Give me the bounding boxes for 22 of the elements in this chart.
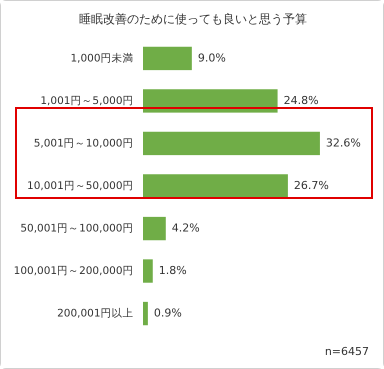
text: n=6457	[324, 345, 369, 358]
bar	[143, 46, 192, 70]
data-label: 1.8%	[158, 264, 187, 278]
y-tick-label: 1,001円～5,000円	[40, 94, 134, 107]
bar	[143, 132, 320, 156]
bar	[143, 216, 166, 240]
y-tick-label: 10,001円～50,000円	[27, 180, 134, 192]
y-tick-label: 5,001円～10,000円	[34, 137, 134, 150]
bar	[143, 302, 148, 326]
data-label: 0.9%	[154, 306, 182, 320]
y-tick-label: 200,001円以上	[57, 306, 134, 320]
y-tick-label: 1,000円未満	[70, 51, 134, 64]
y-tick-label: 100,001円～200,000円	[14, 265, 134, 278]
data-label: 26.7%	[294, 179, 329, 192]
data-label: 4.2%	[172, 222, 200, 235]
bar	[143, 174, 288, 198]
data-label: 9.0%	[198, 51, 226, 64]
chart-title: 睡眠改善のために使っても良いと思う予算	[79, 12, 308, 26]
bar	[143, 259, 153, 283]
data-label: 32.6%	[326, 136, 361, 150]
y-tick-label: 50,001円～100,000円	[20, 222, 134, 235]
data-label: 24.8%	[284, 94, 319, 107]
